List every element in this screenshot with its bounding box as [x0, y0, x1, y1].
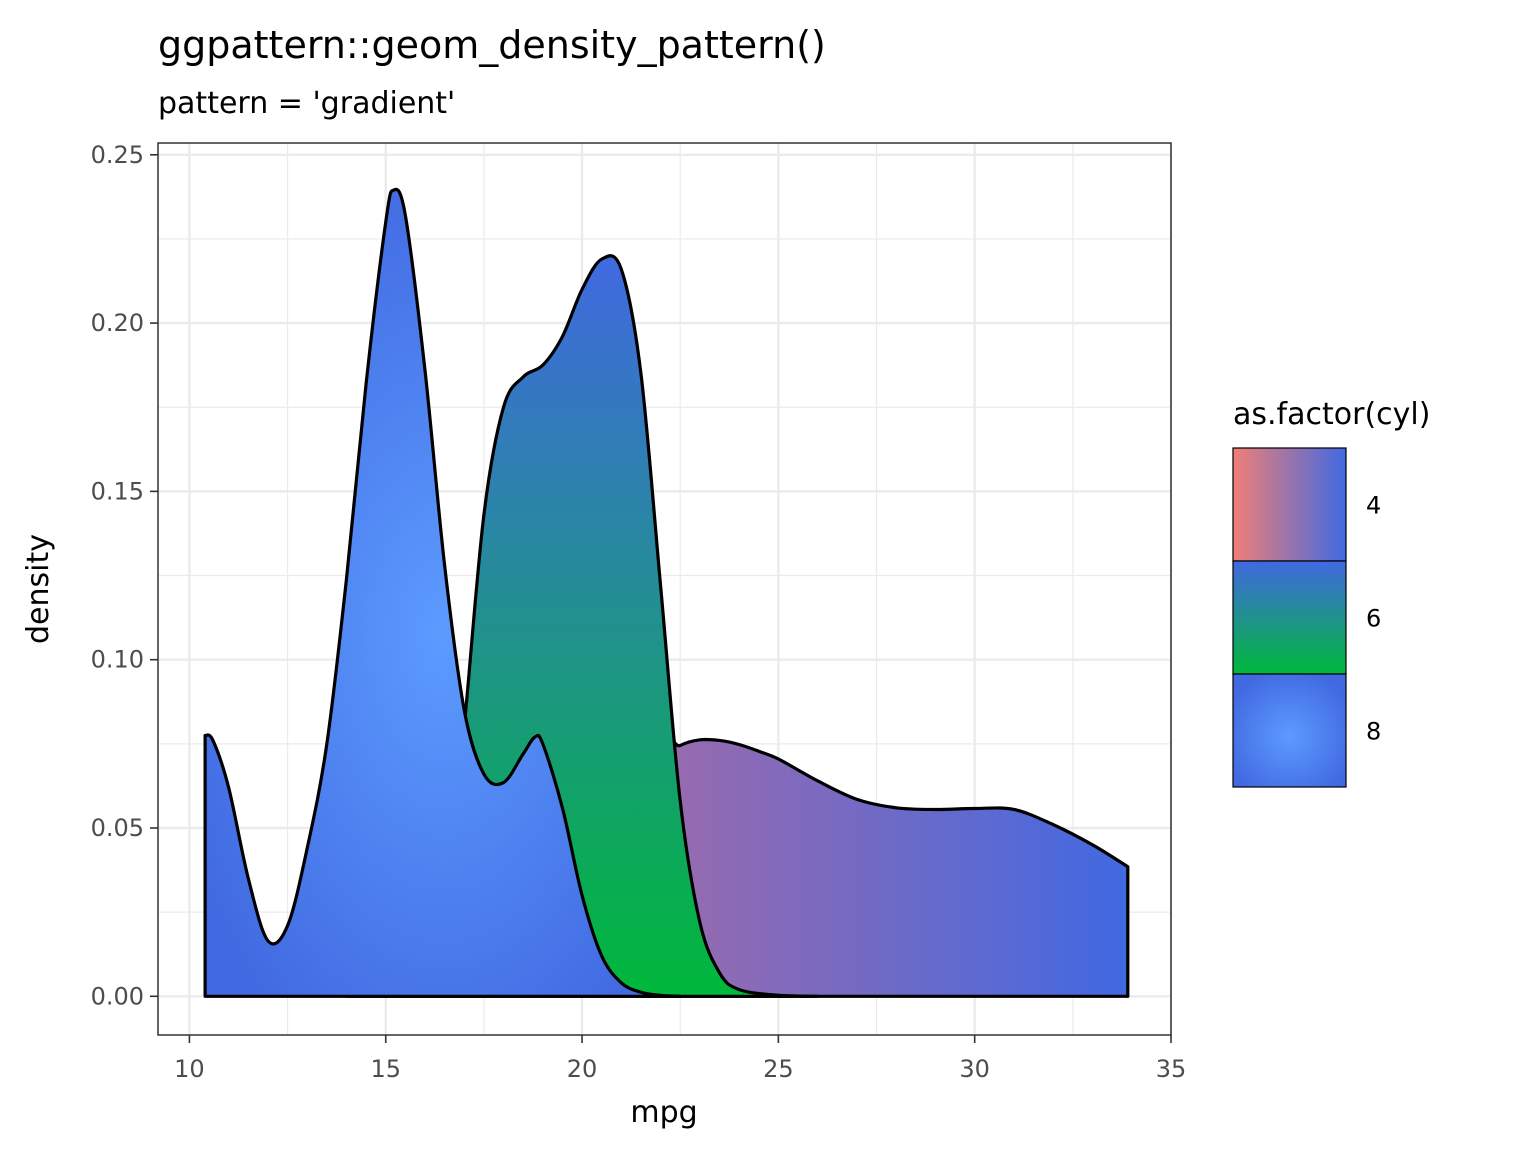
- legend-label: 4: [1366, 492, 1381, 520]
- x-axis: 10 15 20 25 30 35: [174, 1035, 1186, 1083]
- panel-border: [157, 142, 1172, 1036]
- density-area-cyl-8: [203, 187, 682, 998]
- density-area-cyl-4: [635, 736, 1130, 998]
- x-tick-label: 15: [370, 1055, 401, 1083]
- x-axis-title: mpg: [630, 1095, 697, 1130]
- y-tick-label: 0.05: [91, 814, 144, 842]
- legend-label: 8: [1366, 718, 1381, 746]
- y-axis: 0.00 0.05 0.10 0.15 0.20 0.25: [91, 141, 158, 1010]
- legend-key-cyl-8: [1232, 673, 1347, 788]
- chart-subtitle: pattern = 'gradient': [158, 86, 455, 121]
- legend-label: 6: [1366, 605, 1381, 633]
- legend-key-cyl-6: [1232, 560, 1347, 675]
- y-tick-label: 0.20: [91, 309, 144, 337]
- y-tick-label: 0.10: [91, 646, 144, 674]
- x-tick-label: 35: [1156, 1055, 1187, 1083]
- x-tick-label: 30: [959, 1055, 990, 1083]
- x-tick-label: 25: [763, 1055, 794, 1083]
- legend-key-cyl-4: [1232, 447, 1347, 562]
- density-areas: [203, 187, 1130, 998]
- x-tick-label: 20: [567, 1055, 598, 1083]
- y-axis-title: density: [21, 534, 56, 644]
- y-tick-label: 0.15: [91, 477, 144, 505]
- y-tick-label: 0.00: [91, 982, 144, 1010]
- chart-title: ggpattern::geom_density_pattern(): [158, 23, 826, 67]
- x-tick-label: 10: [174, 1055, 205, 1083]
- legend: as.factor(cyl) 4 6 8: [1232, 397, 1430, 788]
- legend-title: as.factor(cyl): [1233, 397, 1430, 432]
- y-tick-label: 0.25: [91, 141, 144, 169]
